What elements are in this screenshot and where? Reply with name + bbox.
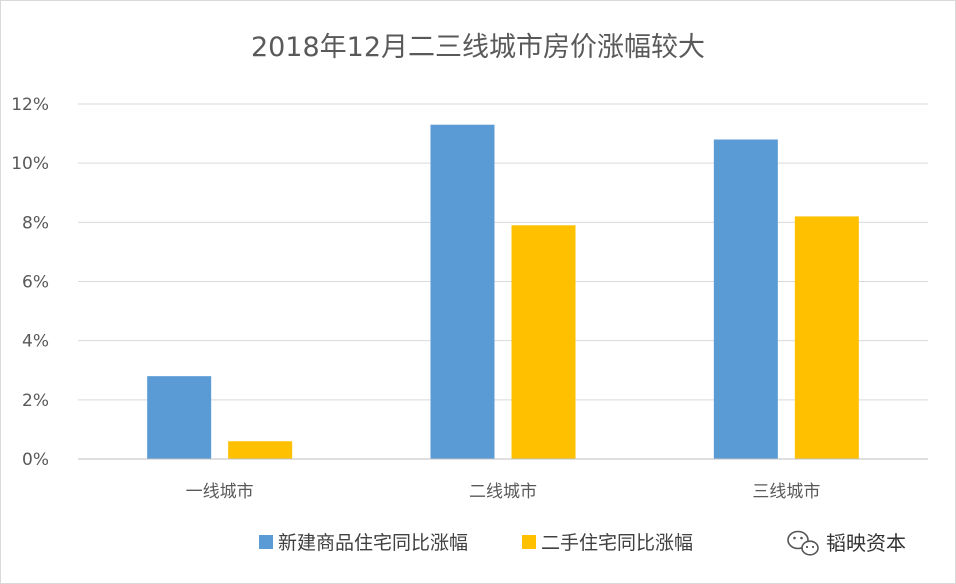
bar-second-hand [228,441,293,459]
legend: 新建商品住宅同比涨幅 二手住宅同比涨幅 [259,532,693,554]
wechat-icon [787,530,819,556]
gridlines [78,103,928,401]
bar-new-homes [713,139,778,459]
x-category-label: 一线城市 [186,482,254,502]
legend-label-new-homes: 新建商品住宅同比涨幅 [278,532,468,554]
y-tick-label: 10% [11,154,49,174]
watermark-text: 韬映资本 [826,531,906,555]
chart-title: 2018年12月二三线城市房价涨幅较大 [251,32,705,63]
bar-new-homes [147,376,212,459]
y-tick-label: 2% [22,391,49,411]
y-tick-label: 12% [11,95,49,115]
bars [147,124,859,459]
legend-swatch-second-hand [522,535,536,549]
x-axis-categories: 一线城市 二线城市 三线城市 [186,482,821,502]
x-category-label: 二线城市 [469,482,537,502]
y-tick-label: 6% [22,273,49,293]
y-tick-label: 8% [22,213,49,233]
legend-label-second-hand: 二手住宅同比涨幅 [541,532,693,554]
y-axis-ticks: 0% 2% 4% 6% 8% 10% 12% [11,95,49,470]
y-tick-label: 4% [22,332,49,352]
x-category-label: 三线城市 [752,482,820,502]
legend-swatch-new-homes [259,535,273,549]
y-tick-label: 0% [22,450,49,470]
bar-second-hand [511,225,576,459]
watermark: 韬映资本 [787,530,906,556]
bar-second-hand [794,216,859,459]
bar-new-homes [430,124,495,459]
